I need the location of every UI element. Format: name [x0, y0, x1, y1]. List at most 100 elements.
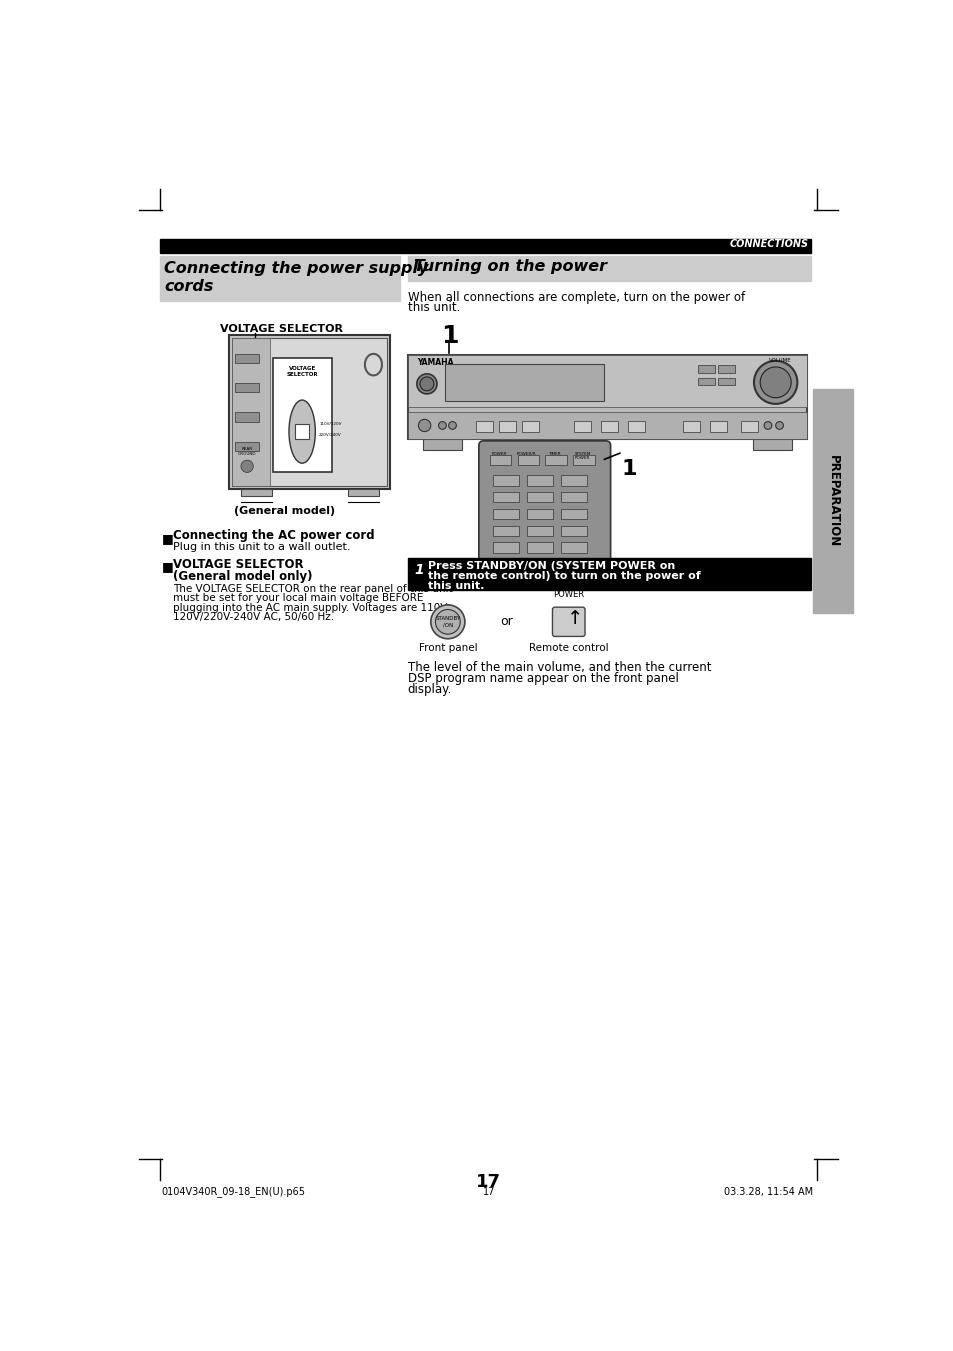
Text: ↑: ↑	[566, 609, 582, 628]
Bar	[560, 577, 587, 588]
Text: VOLTAGE SELECTOR: VOLTAGE SELECTOR	[173, 558, 304, 571]
Circle shape	[435, 609, 459, 634]
Bar	[717, 365, 734, 373]
Text: Front panel: Front panel	[418, 643, 476, 654]
Bar	[545, 455, 567, 466]
Bar	[574, 422, 591, 431]
Bar	[407, 558, 810, 590]
Bar	[493, 577, 518, 588]
Circle shape	[775, 422, 782, 430]
Circle shape	[753, 361, 797, 404]
Circle shape	[431, 605, 464, 639]
Bar	[698, 365, 715, 373]
Text: Press STANDBY/ON (SYSTEM POWER on: Press STANDBY/ON (SYSTEM POWER on	[427, 561, 674, 571]
Bar	[241, 489, 272, 496]
Circle shape	[760, 367, 790, 397]
Bar	[517, 455, 538, 466]
Text: 1: 1	[620, 459, 637, 480]
Text: Remote control: Remote control	[528, 643, 608, 654]
FancyBboxPatch shape	[552, 607, 584, 636]
Bar	[444, 363, 603, 401]
Bar	[560, 526, 587, 536]
Bar	[235, 412, 258, 422]
Bar	[407, 354, 806, 439]
Bar	[476, 422, 493, 431]
Bar	[526, 577, 553, 588]
Text: must be set for your local main voltage BEFORE: must be set for your local main voltage …	[173, 593, 423, 604]
Text: 120V/220V-240V AC, 50/60 Hz.: 120V/220V-240V AC, 50/60 Hz.	[173, 612, 335, 621]
Circle shape	[418, 419, 431, 431]
Bar	[521, 422, 538, 431]
Text: The level of the main volume, and then the current: The level of the main volume, and then t…	[407, 661, 710, 674]
Bar	[740, 422, 757, 431]
Text: VOLUME: VOLUME	[768, 358, 791, 363]
Text: (General model only): (General model only)	[173, 570, 313, 584]
Text: SYSTEM
POWER: SYSTEM POWER	[552, 580, 584, 598]
Bar	[422, 439, 461, 450]
Bar	[526, 474, 553, 485]
Text: REAR
GROUND: REAR GROUND	[237, 447, 256, 455]
Bar	[493, 543, 518, 554]
Bar	[493, 526, 518, 536]
Text: CONNECTIONS: CONNECTIONS	[728, 239, 807, 249]
Text: this unit.: this unit.	[407, 301, 459, 315]
Text: 1: 1	[415, 562, 424, 577]
Text: 17: 17	[476, 1174, 501, 1192]
Bar	[273, 358, 332, 473]
Text: DSP program name appear on the front panel: DSP program name appear on the front pan…	[407, 671, 678, 685]
Bar	[235, 384, 258, 392]
Bar	[493, 474, 518, 485]
Bar	[560, 508, 587, 519]
Text: TIMER: TIMER	[548, 451, 560, 455]
Bar	[560, 543, 587, 554]
Bar	[498, 422, 516, 431]
Text: PREPARATION: PREPARATION	[825, 455, 839, 547]
Circle shape	[763, 422, 771, 430]
Bar	[573, 455, 595, 466]
Text: Connecting the AC power cord: Connecting the AC power cord	[173, 530, 375, 542]
Text: VOLTAGE SELECTOR: VOLTAGE SELECTOR	[220, 324, 343, 334]
Bar	[812, 389, 852, 612]
Bar	[235, 354, 258, 363]
Text: 220V/240V: 220V/240V	[319, 434, 341, 438]
Bar	[159, 239, 810, 253]
Ellipse shape	[289, 400, 315, 463]
Circle shape	[416, 374, 436, 394]
Text: (General model): (General model)	[233, 507, 335, 516]
Text: this unit.: this unit.	[427, 581, 483, 590]
Text: POWER: POWER	[491, 451, 506, 455]
Bar	[493, 492, 518, 503]
Bar	[348, 489, 378, 496]
Bar	[560, 492, 587, 503]
Text: When all connections are complete, turn on the power of: When all connections are complete, turn …	[407, 292, 744, 304]
Bar	[493, 508, 518, 519]
Bar	[233, 339, 270, 486]
Circle shape	[419, 377, 434, 390]
Bar	[600, 422, 618, 431]
Bar	[526, 492, 553, 503]
Bar	[526, 526, 553, 536]
Bar	[407, 412, 806, 439]
Circle shape	[438, 422, 446, 430]
Bar	[526, 508, 553, 519]
Bar	[753, 439, 791, 450]
Text: VOLTAGE
SELECTOR: VOLTAGE SELECTOR	[286, 366, 317, 377]
Text: or: or	[500, 615, 513, 628]
Bar	[526, 559, 553, 570]
FancyBboxPatch shape	[478, 440, 610, 566]
Bar	[560, 474, 587, 485]
Text: STANDBY
/ON: STANDBY /ON	[435, 616, 460, 627]
Text: 1: 1	[440, 324, 457, 347]
Bar	[709, 422, 726, 431]
Text: the remote control) to turn on the power of: the remote control) to turn on the power…	[427, 571, 700, 581]
Text: 03.3.28, 11:54 AM: 03.3.28, 11:54 AM	[723, 1186, 812, 1197]
Bar	[407, 257, 810, 281]
Text: 17: 17	[482, 1186, 495, 1197]
Bar	[294, 424, 309, 439]
Bar	[233, 339, 387, 486]
Text: POWER/R: POWER/R	[517, 451, 537, 455]
Bar	[526, 543, 553, 554]
Bar	[682, 422, 699, 431]
Text: YAMAHA: YAMAHA	[416, 358, 453, 367]
Text: Turning on the power: Turning on the power	[414, 259, 606, 274]
